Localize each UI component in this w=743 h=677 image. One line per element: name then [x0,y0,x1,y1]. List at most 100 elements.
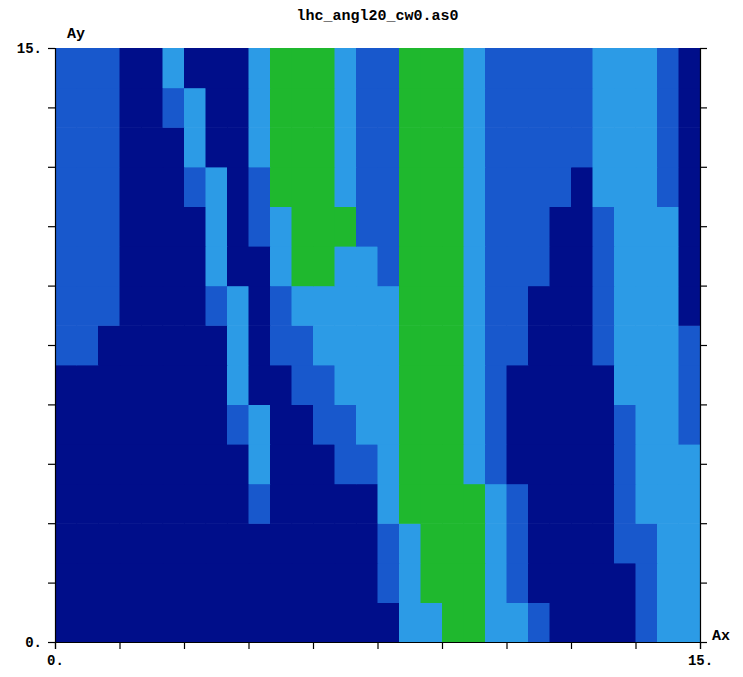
heatmap-cell [356,206,378,246]
heatmap-cell [163,127,185,167]
tick-mark [700,464,707,465]
heatmap-cell [464,523,486,563]
heatmap-cell [313,206,335,246]
heatmap-cell [313,88,335,128]
tick-mark [700,345,707,346]
heatmap-cell [399,523,421,563]
heatmap-cell [399,286,421,326]
heatmap-cell [163,88,185,128]
heatmap-cell [421,206,443,246]
heatmap-cell [528,206,550,246]
heatmap-cell [249,602,271,642]
heatmap-cell [636,523,658,563]
heatmap-cell [421,404,443,444]
heatmap-cell [679,484,701,524]
heatmap-cell [335,206,357,246]
tick [700,226,707,227]
heatmap-cell [679,602,701,642]
heatmap-cell [657,523,679,563]
heatmap-cell [335,127,357,167]
heatmap-cell [378,286,400,326]
heatmap-cell [571,286,593,326]
heatmap-cell [227,325,249,365]
heatmap-cell [55,563,77,603]
heatmap-cell [485,602,507,642]
heatmap-cell [507,246,529,286]
heatmap-cell [593,127,615,167]
tick-mark [700,48,707,49]
tick-mark [48,523,55,524]
heatmap-cell [378,404,400,444]
heatmap-cell [593,167,615,207]
y-axis-title: Ay [67,26,85,43]
heatmap-cell [55,365,77,405]
heatmap-cell [98,563,120,603]
heatmap-cell [399,404,421,444]
heatmap-cell [571,444,593,484]
heatmap-cell [227,404,249,444]
heatmap-cell [507,167,529,207]
heatmap-cell [120,206,142,246]
heatmap-cell [313,246,335,286]
heatmap-cell [270,602,292,642]
heatmap-cell [184,563,206,603]
tick [48,226,55,227]
heatmap-cell [77,325,99,365]
heatmap-cell [593,602,615,642]
heatmap-cell [571,206,593,246]
heatmap-cell [679,404,701,444]
tick-mark [119,642,120,649]
heatmap-cell [442,167,464,207]
tick-mark [48,582,55,583]
heatmap-cell [528,484,550,524]
heatmap-cell [206,48,228,88]
heatmap-cell [399,127,421,167]
heatmap-cell [356,563,378,603]
heatmap-cell [464,602,486,642]
tick-mark [48,226,55,227]
heatmap-cell [507,523,529,563]
heatmap-cell [206,206,228,246]
heatmap-cell [249,206,271,246]
heatmap-cell [679,48,701,88]
heatmap-cell [77,167,99,207]
heatmap-cell [421,563,443,603]
heatmap-cell [399,88,421,128]
heatmap-cell [184,286,206,326]
heatmap-cell [593,523,615,563]
heatmap-cell [292,167,314,207]
heatmap-cell [249,523,271,563]
heatmap-cell [120,127,142,167]
tick [442,642,443,649]
heatmap-cell [507,365,529,405]
heatmap-cell [270,246,292,286]
heatmap-cell [378,365,400,405]
heatmap-cell [206,246,228,286]
heatmap-cell [77,286,99,326]
heatmap-cell [550,246,572,286]
heatmap-cell [313,365,335,405]
heatmap-cell [77,484,99,524]
tick [700,48,707,49]
heatmap-cell [593,246,615,286]
tick [700,167,707,168]
heatmap-cell [614,602,636,642]
heatmap-cell [657,286,679,326]
heatmap-cell [657,325,679,365]
heatmap-cell [657,404,679,444]
heatmap-cell [141,48,163,88]
heatmap-cell [399,246,421,286]
heatmap-cell [528,167,550,207]
heatmap-cell [421,365,443,405]
heatmap-cell [120,404,142,444]
tick [700,345,707,346]
heatmap-cell [98,365,120,405]
heatmap-cell [184,48,206,88]
heatmap-cell [249,563,271,603]
heatmap-cell [184,206,206,246]
heatmap-cell [356,365,378,405]
heatmap-cell [163,523,185,563]
tick-mark [48,345,55,346]
heatmap-cell [141,563,163,603]
heatmap-cell [356,88,378,128]
